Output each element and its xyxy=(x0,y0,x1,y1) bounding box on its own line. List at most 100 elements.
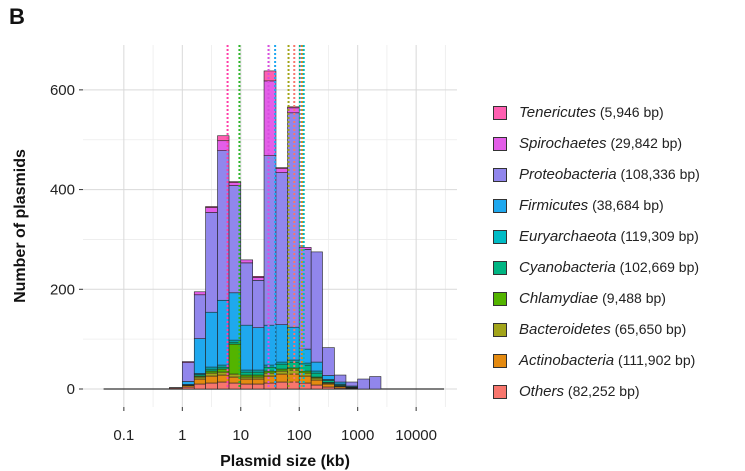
bar-segment xyxy=(240,378,254,385)
y-axis-title: Number of plasmids xyxy=(12,149,29,303)
bar-segment xyxy=(275,324,288,363)
bar-segment xyxy=(252,327,265,371)
bar-segment xyxy=(369,376,382,390)
x-tick-label: 1000 xyxy=(341,427,374,444)
legend-swatch xyxy=(493,229,507,244)
legend-series-name: Tenericutes xyxy=(519,104,596,121)
legend-label: Cyanobacteria (102,669 bp) xyxy=(519,259,699,276)
bar-segment xyxy=(298,348,312,364)
legend-series-size: (65,650 bp) xyxy=(614,321,687,337)
bar-segment xyxy=(240,262,254,326)
stacked-bars xyxy=(169,70,382,390)
bar-segment xyxy=(275,370,288,375)
legend-item: Chlamydiae (9,488 bp) xyxy=(493,283,700,314)
bar-segment xyxy=(334,374,347,383)
legend-item: Actinobacteria (111,902 bp) xyxy=(493,345,700,376)
bar-segment xyxy=(193,338,206,374)
bar-segment xyxy=(275,363,288,370)
x-tick-label: 1 xyxy=(178,427,186,444)
legend-series-name: Proteobacteria xyxy=(519,166,617,183)
bar-segment xyxy=(193,378,206,385)
panel-label: B xyxy=(9,4,25,29)
bar-segment xyxy=(252,276,265,278)
bar-segment xyxy=(287,112,300,328)
legend: Tenericutes (5,946 bp) Spirochaetes (29,8… xyxy=(493,97,700,407)
legend-swatch xyxy=(493,167,507,182)
bar-segment xyxy=(240,259,254,264)
bar-segment xyxy=(275,168,288,173)
bar-segment xyxy=(205,382,218,390)
bar-segment xyxy=(182,361,195,363)
legend-series-size: (119,309 bp) xyxy=(620,228,699,244)
legend-label: Tenericutes (5,946 bp) xyxy=(519,104,664,121)
legend-label: Others (82,252 bp) xyxy=(519,383,640,400)
legend-label: Firmicutes (38,684 bp) xyxy=(519,197,664,214)
legend-item: Euryarchaeota (119,309 bp) xyxy=(493,221,700,252)
legend-series-name: Cyanobacteria xyxy=(519,259,616,276)
legend-series-name: Actinobacteria xyxy=(519,352,615,369)
legend-series-size: (111,902 bp) xyxy=(617,352,696,368)
bar-segment xyxy=(228,181,242,183)
bar-segment xyxy=(322,375,335,380)
legend-label: Proteobacteria (108,336 bp) xyxy=(519,166,700,183)
x-tick-label: 10000 xyxy=(395,427,437,444)
legend-series-name: Chlamydiae xyxy=(519,290,599,307)
bar-segment xyxy=(205,375,218,384)
legend-series-size: (108,336 bp) xyxy=(620,166,700,182)
bar-segment xyxy=(252,383,265,390)
bar-segment xyxy=(205,206,218,208)
bar-segment xyxy=(205,311,218,368)
bar-segment xyxy=(275,373,288,383)
bar-segment xyxy=(310,361,323,372)
bar-segment xyxy=(193,383,206,390)
bar-segment xyxy=(322,383,335,388)
legend-swatch xyxy=(493,136,507,151)
y-tick-label: 0 xyxy=(67,381,75,398)
x-tick-label: 10 xyxy=(232,427,249,444)
x-tick-label: 0.1 xyxy=(113,427,134,444)
bar-segment xyxy=(193,294,206,339)
bar-segment xyxy=(182,362,195,382)
bar-segment xyxy=(252,378,265,385)
legend-swatch xyxy=(493,198,507,213)
legend-swatch xyxy=(493,291,507,306)
legend-series-name: Others xyxy=(519,383,565,400)
legend-swatch xyxy=(493,105,507,120)
legend-item: Others (82,252 bp) xyxy=(493,376,700,407)
bar-segment xyxy=(310,379,323,386)
bar-segment xyxy=(287,326,300,361)
legend-swatch xyxy=(493,384,507,399)
bar-segment xyxy=(298,247,312,250)
bar-segment xyxy=(252,371,265,376)
bar-segment xyxy=(263,70,277,82)
bar-segment xyxy=(275,167,288,169)
legend-series-size: (102,669 bp) xyxy=(619,259,700,275)
legend-series-size: (38,684 bp) xyxy=(592,197,664,213)
axes: 0 200 400 600 0.1 1 10 100 1000 10000 xyxy=(50,82,437,444)
bar-segment xyxy=(357,378,370,390)
legend-label: Bacteroidetes (65,650 bp) xyxy=(519,321,686,338)
legend-series-size: (29,842 bp) xyxy=(610,135,683,151)
bar-segment xyxy=(275,172,288,325)
bar-segment xyxy=(322,347,335,376)
legend-series-name: Firmicutes xyxy=(519,197,589,214)
legend-series-size: (5,946 bp) xyxy=(599,104,664,120)
legend-series-name: Euryarchaeota xyxy=(519,228,617,245)
legend-swatch xyxy=(493,322,507,337)
bar-segment xyxy=(193,291,206,296)
bar-segment xyxy=(252,277,265,281)
bar-segment xyxy=(310,372,323,378)
legend-label: Euryarchaeota (119,309 bp) xyxy=(519,228,699,245)
y-tick-label: 200 xyxy=(50,281,75,298)
legend-item: Proteobacteria (108,336 bp) xyxy=(493,159,700,190)
bar-segment xyxy=(205,207,218,213)
x-tick-label: 100 xyxy=(287,427,312,444)
x-axis-title: Plasmid size (kb) xyxy=(220,453,350,470)
bar-segment xyxy=(345,381,358,387)
bar-segment xyxy=(205,372,218,377)
legend-series-size: (82,252 bp) xyxy=(567,383,640,399)
bar-segment xyxy=(205,212,218,313)
bar-segment xyxy=(217,135,230,142)
y-tick-label: 600 xyxy=(50,82,75,99)
median-lines xyxy=(226,45,305,389)
